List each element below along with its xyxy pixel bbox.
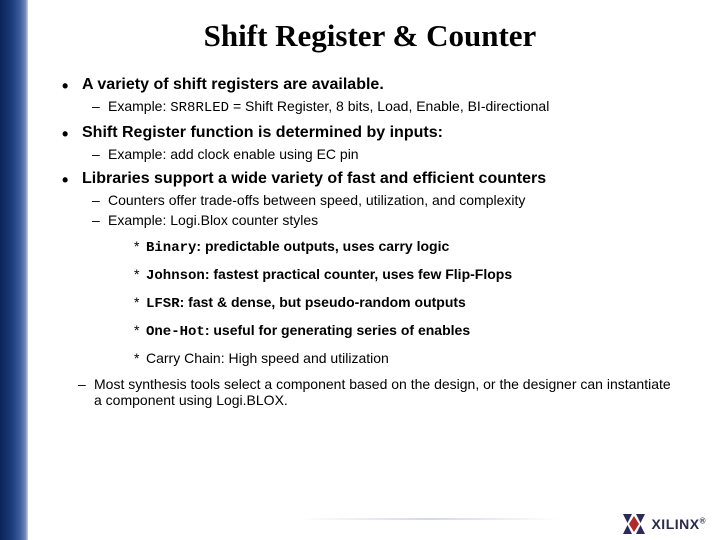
bullet-2-logiblox-styles: Example: Logi.Blox counter styles — [60, 212, 700, 228]
code-johnson: Johnson — [146, 268, 205, 284]
text-lfsr-desc: : fast & dense, but pseudo-random output… — [180, 294, 466, 310]
bullet-3-binary: Binary: predictable outputs, uses carry … — [60, 238, 700, 256]
code-sr8rled: SR8RLED — [170, 100, 229, 116]
left-gradient-stripe — [0, 0, 28, 540]
bullet-2-tradeoffs: Counters offer trade-offs between speed,… — [60, 192, 700, 208]
slide-title: Shift Register & Counter — [40, 18, 700, 54]
bullet-3-carrychain: Carry Chain: High speed and utilization — [60, 350, 700, 366]
xilinx-logo-text: XILINX® — [651, 516, 706, 532]
slide-content: Shift Register & Counter A variety of sh… — [40, 0, 710, 412]
text-johnson-desc: : fastest practical counter, uses few Fl… — [205, 266, 512, 282]
logo-brand: XILINX — [651, 516, 699, 532]
bullet-1-libraries: Libraries support a wide variety of fast… — [60, 170, 700, 188]
bullet-2-synthesis-tools: Most synthesis tools select a component … — [46, 376, 700, 408]
text-onehot-desc: : useful for generating series of enable… — [205, 322, 470, 338]
text-binary-desc: : predictable outputs, uses carry logic — [196, 238, 449, 254]
code-binary: Binary — [146, 240, 196, 256]
bullet-3-lfsr: LFSR: fast & dense, but pseudo-random ou… — [60, 294, 700, 312]
xilinx-logo: XILINX® — [623, 514, 706, 534]
code-onehot: One-Hot — [146, 324, 205, 340]
bullet-3-onehot: One-Hot: useful for generating series of… — [60, 322, 700, 340]
bullet-1-variety: A variety of shift registers are availab… — [60, 76, 700, 94]
code-lfsr: LFSR — [146, 296, 180, 312]
text-example-post: = Shift Register, 8 bits, Load, Enable, … — [229, 98, 549, 114]
bullet-2-ec-pin: Example: add clock enable using EC pin — [60, 146, 700, 162]
registered-mark: ® — [700, 516, 706, 525]
bullet-3-johnson: Johnson: fastest practical counter, uses… — [60, 266, 700, 284]
text-example-pre: Example: — [108, 98, 170, 114]
bullet-1-function-inputs: Shift Register function is determined by… — [60, 124, 700, 142]
footer-divider — [300, 518, 560, 520]
xilinx-logo-icon — [623, 514, 645, 534]
bullet-2-example-sr8rled: Example: SR8RLED = Shift Register, 8 bit… — [60, 98, 700, 116]
